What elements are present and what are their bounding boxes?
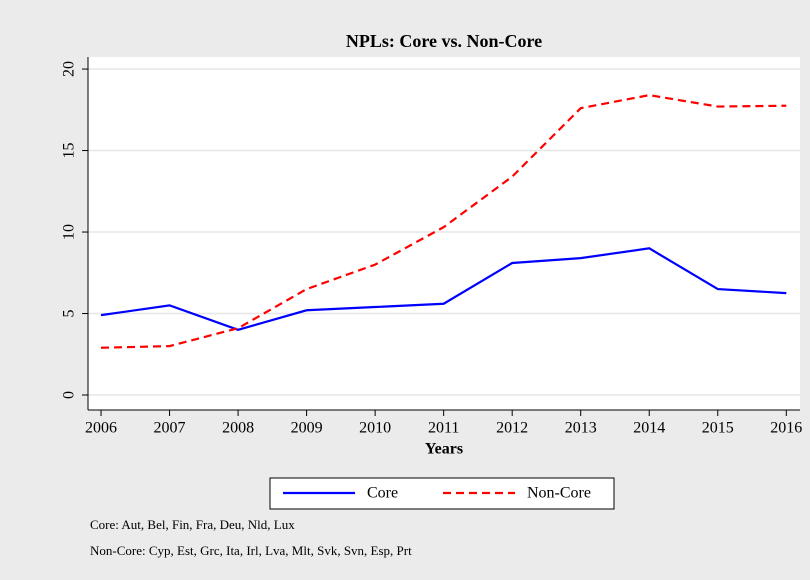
x-tick-label: 2016	[770, 420, 802, 437]
plot-area	[88, 57, 800, 410]
legend-label: Core	[367, 485, 398, 502]
x-tick-label: 2007	[154, 420, 186, 437]
note: Core: Aut, Bel, Fin, Fra, Deu, Nld, Lux	[90, 517, 295, 532]
note: Non-Core: Cyp, Est, Grc, Ita, Irl, Lva, …	[90, 543, 412, 558]
x-tick-label: 2015	[702, 420, 734, 437]
y-tick-label: 5	[61, 310, 78, 318]
y-tick-label: 20	[61, 61, 78, 77]
x-tick-label: 2008	[222, 420, 254, 437]
x-tick-label: 2012	[496, 420, 528, 437]
legend-label: Non-Core	[527, 485, 591, 502]
y-tick-label: 0	[61, 391, 78, 399]
x-tick-label: 2006	[85, 420, 117, 437]
x-tick-label: 2011	[428, 420, 459, 437]
x-tick-label: 2009	[291, 420, 323, 437]
x-tick-label: 2010	[359, 420, 391, 437]
series-line	[100, 247, 787, 331]
x-tick-label: 2013	[565, 420, 597, 437]
y-tick-label: 10	[61, 224, 78, 240]
y-tick-label: 15	[61, 143, 78, 159]
x-axis-label: Years	[425, 441, 463, 458]
chart-title: NPLs: Core vs. Non-Core	[346, 31, 542, 51]
series-line	[100, 94, 787, 349]
x-tick-label: 2014	[633, 420, 665, 437]
